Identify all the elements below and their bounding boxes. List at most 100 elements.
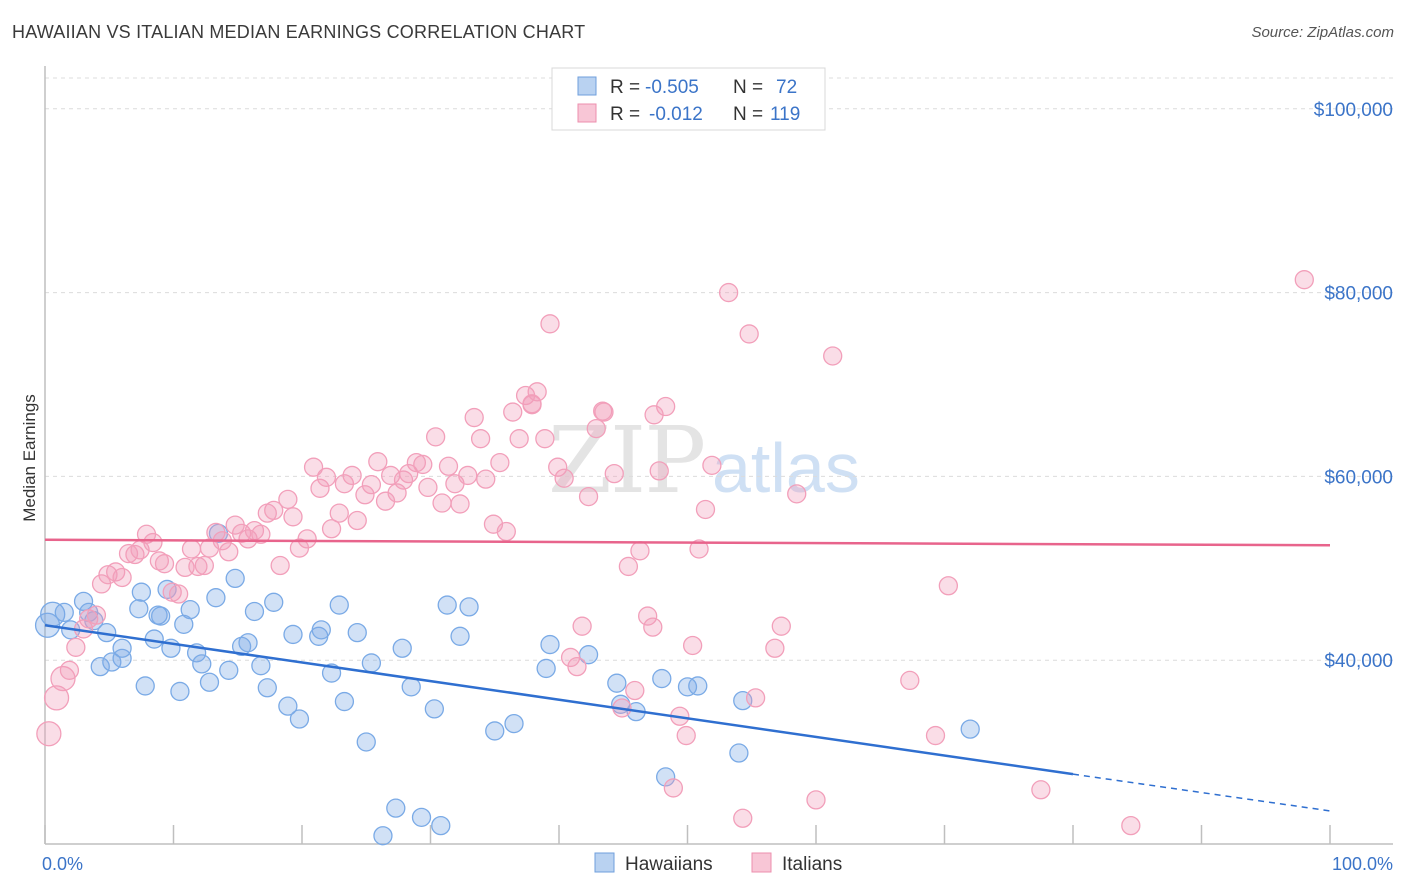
data-point — [437, 595, 457, 615]
data-point — [399, 463, 419, 484]
data-point — [745, 688, 766, 708]
legend-box — [551, 67, 826, 131]
data-point — [238, 633, 258, 653]
data-point — [677, 677, 698, 697]
data-point — [368, 452, 388, 472]
bottom-legend-hawaiians: Hawaiians — [625, 854, 713, 875]
data-point — [135, 676, 155, 696]
data-point — [593, 401, 613, 421]
data-point — [458, 465, 478, 486]
data-point — [689, 539, 709, 559]
data-point — [1121, 815, 1141, 836]
data-point — [503, 402, 523, 422]
data-point — [206, 588, 226, 608]
watermark-atlas: atlas — [712, 429, 860, 507]
legend-r-label-1: R = — [610, 77, 640, 98]
data-point — [168, 584, 189, 604]
legend: R = -0.505 N = 72 R = -0.012 N = 119 — [551, 67, 826, 131]
data-point — [54, 602, 74, 623]
data-point — [86, 605, 107, 625]
data-point — [59, 660, 80, 680]
x-tick-labels: 0.0% 100.0% — [42, 854, 1393, 874]
data-point — [554, 468, 574, 488]
trend-line-italians — [44, 538, 1331, 547]
data-points — [34, 270, 1314, 846]
data-point — [496, 521, 516, 542]
data-point — [283, 507, 303, 527]
data-point — [316, 467, 337, 487]
data-point — [688, 676, 708, 696]
data-point — [129, 599, 149, 619]
data-point — [649, 461, 669, 481]
data-point — [297, 529, 317, 549]
data-point — [289, 709, 310, 729]
data-point — [470, 429, 491, 449]
data-point — [509, 429, 529, 449]
data-point — [425, 427, 446, 447]
data-point — [251, 656, 271, 676]
data-point — [264, 592, 284, 612]
data-point — [676, 725, 696, 746]
data-point — [90, 656, 110, 677]
data-point — [431, 815, 451, 836]
source-label: Source: ZipAtlas.com — [1251, 24, 1394, 41]
data-point — [663, 778, 684, 798]
y-tick-labels: $40,000 $60,000 $80,000 $100,000 — [1314, 100, 1393, 672]
data-point — [656, 767, 676, 787]
data-point — [522, 394, 542, 414]
data-point — [283, 624, 303, 645]
data-point — [572, 616, 592, 636]
data-point — [682, 635, 703, 656]
data-point — [695, 499, 716, 520]
legend-swatch-italians — [577, 103, 597, 123]
data-point — [219, 542, 239, 562]
data-point — [264, 500, 284, 521]
data-point — [180, 599, 200, 620]
data-point — [567, 656, 587, 677]
y-tick-label: $40,000 — [1324, 651, 1393, 672]
data-point — [938, 576, 959, 596]
data-point — [771, 616, 791, 636]
series-italians — [36, 270, 1314, 836]
data-point — [188, 556, 208, 577]
data-point — [244, 601, 265, 622]
bottom-legend-swatch-hawaiians — [594, 852, 615, 873]
data-point — [334, 691, 355, 712]
data-point — [112, 567, 132, 588]
data-point — [432, 493, 452, 513]
data-point — [66, 637, 86, 657]
data-point — [356, 732, 376, 752]
data-point — [450, 494, 470, 514]
data-point — [548, 457, 568, 477]
data-point — [98, 565, 118, 585]
data-point — [604, 463, 624, 484]
data-point — [644, 405, 664, 425]
axes — [44, 66, 1393, 845]
data-point — [578, 486, 599, 507]
data-point — [718, 282, 739, 303]
data-point — [625, 680, 645, 701]
data-point — [347, 622, 367, 643]
data-point — [424, 699, 445, 719]
data-point — [450, 626, 470, 646]
data-point — [960, 719, 980, 739]
legend-n-value-1: 72 — [776, 77, 797, 98]
data-point — [361, 653, 382, 673]
bottom-legend: Hawaiians Italians — [594, 852, 842, 875]
data-point — [225, 568, 245, 589]
data-point — [102, 652, 122, 672]
data-point — [630, 541, 650, 561]
y-axis-label: Median Earnings — [20, 394, 39, 522]
data-point — [257, 678, 277, 698]
data-point — [536, 658, 556, 679]
trend-lines — [44, 538, 1331, 812]
chart-title: HAWAIIAN VS ITALIAN MEDIAN EARNINGS CORR… — [12, 22, 586, 42]
data-point — [157, 579, 177, 600]
watermark-zip: ZIP — [548, 407, 704, 514]
data-point — [192, 654, 212, 674]
data-point — [43, 685, 70, 711]
data-point — [181, 539, 202, 559]
data-point — [401, 677, 421, 697]
data-point — [418, 477, 438, 498]
data-point — [739, 324, 759, 344]
